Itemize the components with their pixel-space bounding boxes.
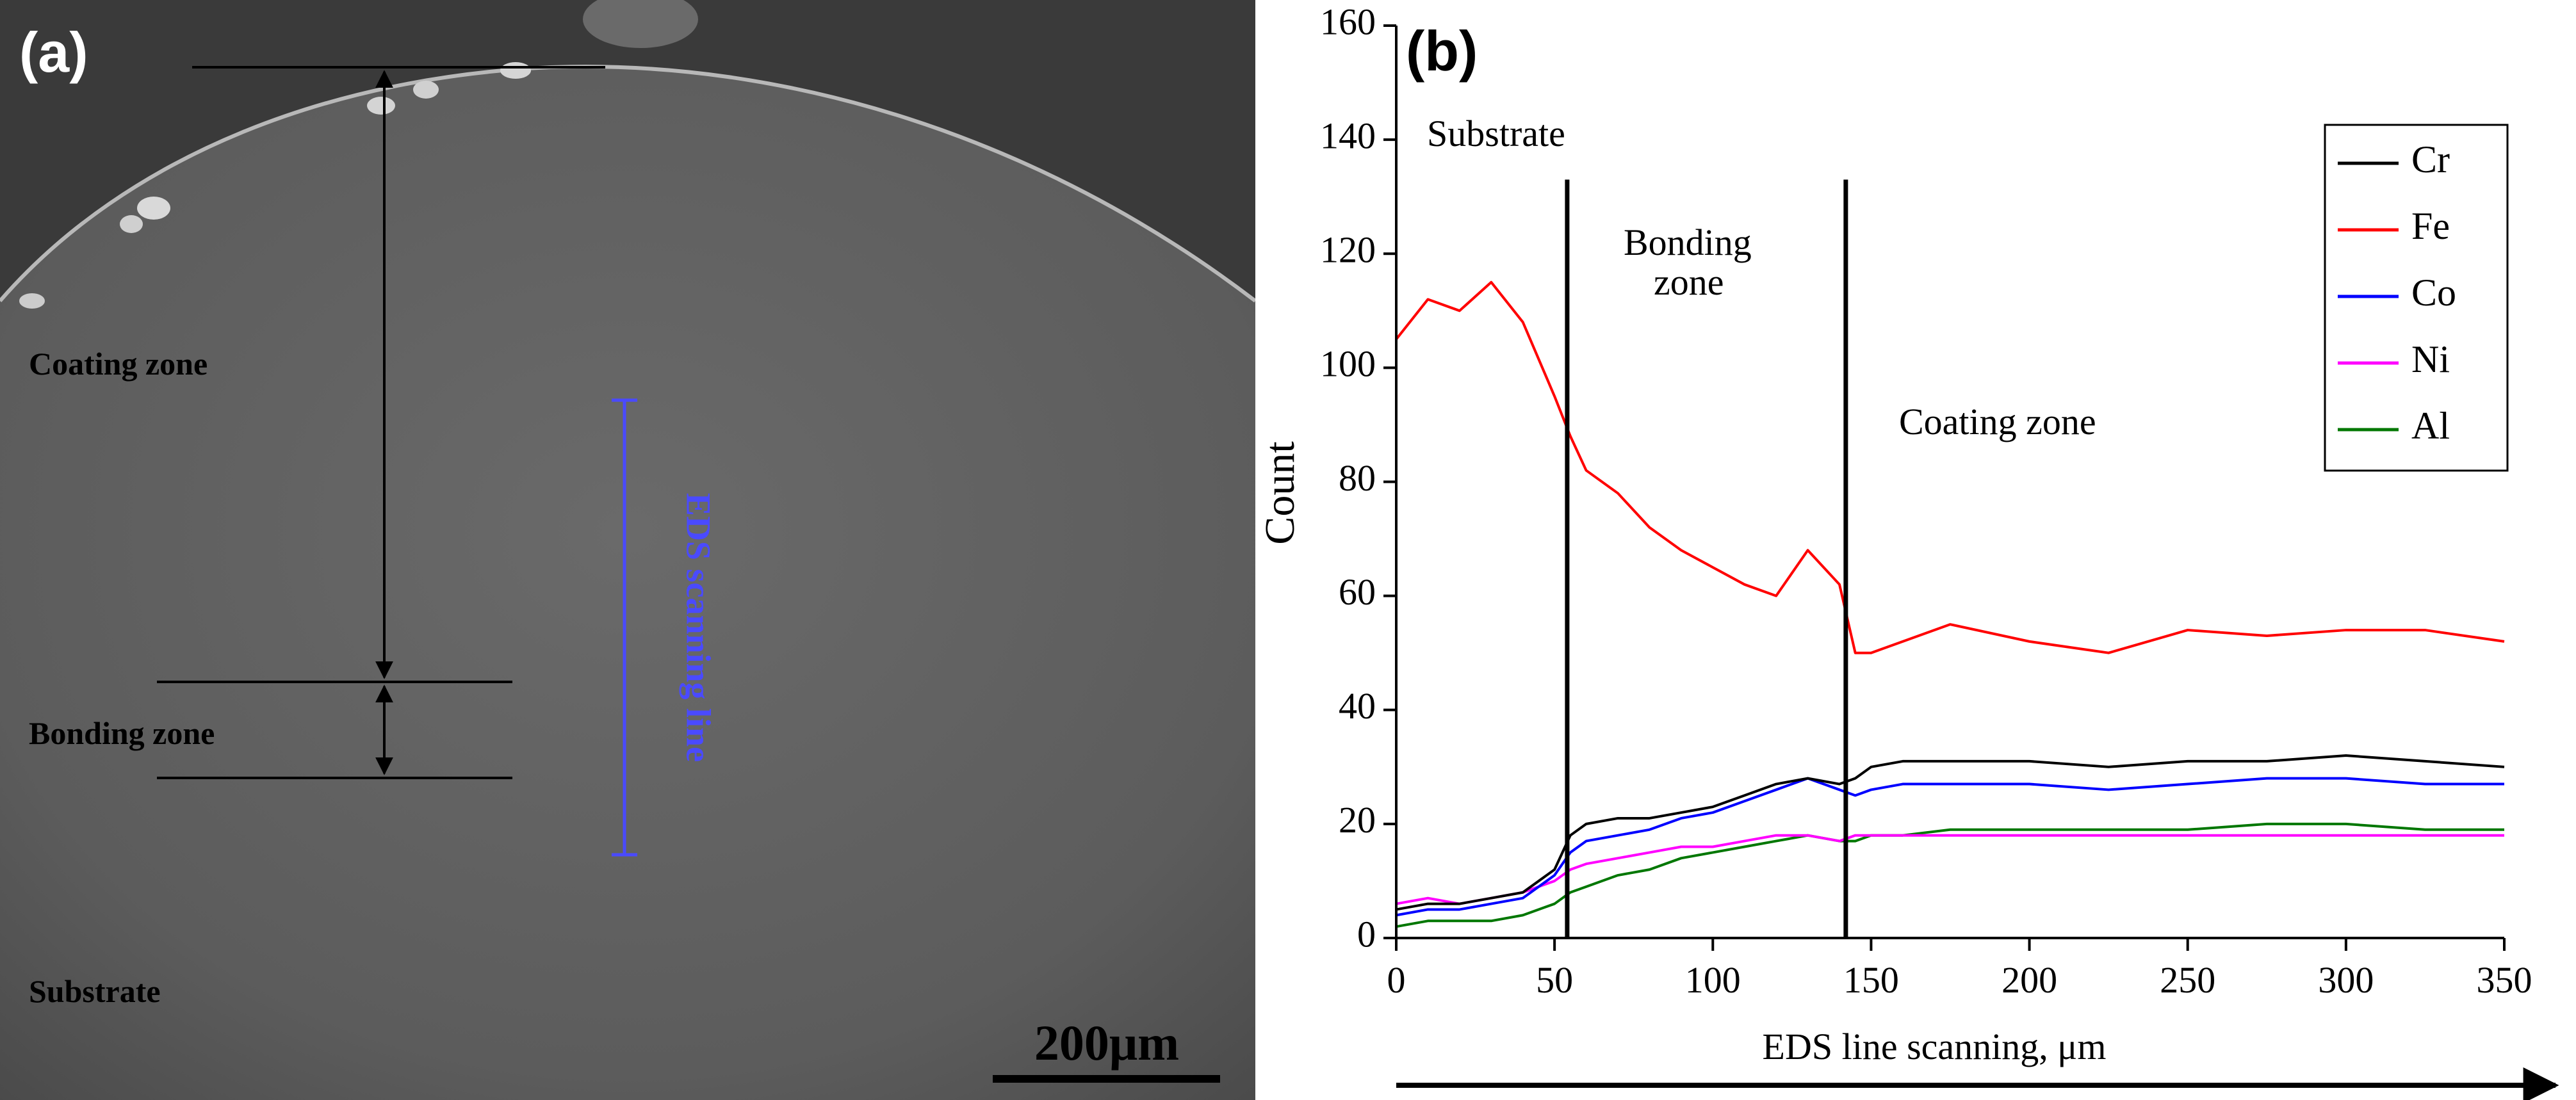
surface-particle bbox=[120, 215, 143, 233]
legend-label-al: Al bbox=[2411, 405, 2450, 447]
y-axis-ticks: 0 20 40 60 80 100 120 140 160 bbox=[1320, 1, 1396, 955]
panel-a-label: (a) bbox=[19, 20, 88, 84]
coating-zone-label: Coating zone bbox=[29, 346, 208, 382]
bonding-zone-label: Bonding zone bbox=[29, 715, 215, 751]
legend-label-cr: Cr bbox=[2411, 138, 2450, 181]
x-tick-label: 250 bbox=[2160, 959, 2215, 1001]
y-tick-label: 140 bbox=[1320, 115, 1376, 156]
x-tick-label: 100 bbox=[1685, 959, 1741, 1001]
x-tick-label: 150 bbox=[1843, 959, 1899, 1001]
y-tick-label: 160 bbox=[1320, 1, 1376, 42]
surface-particle bbox=[500, 62, 531, 79]
legend-label-co: Co bbox=[2411, 271, 2456, 314]
legend-label-ni: Ni bbox=[2411, 338, 2450, 380]
x-tick-label: 0 bbox=[1387, 959, 1406, 1001]
series-line-cr bbox=[1396, 754, 2505, 911]
sem-micrograph-panel: EDS scanning line Coating zone Bonding z… bbox=[0, 0, 1255, 1100]
surface-particle bbox=[367, 97, 395, 115]
chart-substrate-label: Substrate bbox=[1427, 113, 1565, 154]
background-blob bbox=[583, 0, 698, 48]
x-tick-label: 350 bbox=[2477, 959, 2532, 1001]
chart-bonding-label-line2: zone bbox=[1654, 261, 1724, 303]
y-tick-label: 100 bbox=[1320, 343, 1376, 385]
surface-particle bbox=[19, 293, 45, 309]
x-axis-ticks: 0 50 100 150 200 250 300 350 bbox=[1387, 938, 2532, 1001]
scale-bar-label: 200μm bbox=[1034, 1015, 1179, 1071]
chart-coating-label: Coating zone bbox=[1899, 401, 2096, 442]
legend: Cr Fe Co Ni Al bbox=[2324, 124, 2509, 472]
series-line-co bbox=[1396, 777, 2504, 917]
series-line-fe bbox=[1395, 280, 2505, 654]
y-tick-label: 80 bbox=[1339, 457, 1376, 499]
chart-bonding-label-line1: Bonding bbox=[1624, 222, 1752, 263]
coating-dome bbox=[0, 67, 1255, 1100]
y-tick-label: 20 bbox=[1339, 799, 1376, 841]
eds-scan-line-label: EDS scanning line bbox=[680, 493, 718, 762]
x-tick-label: 300 bbox=[2318, 959, 2374, 1001]
y-tick-label: 60 bbox=[1339, 571, 1376, 613]
x-tick-label: 200 bbox=[2001, 959, 2057, 1001]
zone-boundaries bbox=[1565, 179, 1848, 938]
y-tick-label: 40 bbox=[1339, 685, 1376, 727]
series-layer bbox=[1395, 280, 2505, 928]
surface-particle bbox=[137, 197, 170, 220]
x-tick-label: 50 bbox=[1536, 959, 1573, 1001]
series-line-al bbox=[1396, 822, 2504, 928]
surface-particle bbox=[413, 81, 439, 99]
legend-label-fe: Fe bbox=[2411, 205, 2450, 247]
y-tick-label: 0 bbox=[1357, 913, 1376, 955]
eds-chart-panel: (b) 0 20 40 60 80 100 120 140 160 0 50 100 150 200 25… bbox=[1257, 1, 2559, 1100]
y-tick-label: 120 bbox=[1320, 229, 1376, 271]
series-line-ni bbox=[1396, 834, 2504, 905]
panel-b-label: (b) bbox=[1406, 19, 1478, 83]
scan-direction-label: EDS line scanning, μm bbox=[1763, 1026, 2107, 1067]
substrate-label: Substrate bbox=[29, 973, 161, 1009]
y-axis-title: Count bbox=[1257, 441, 1303, 544]
